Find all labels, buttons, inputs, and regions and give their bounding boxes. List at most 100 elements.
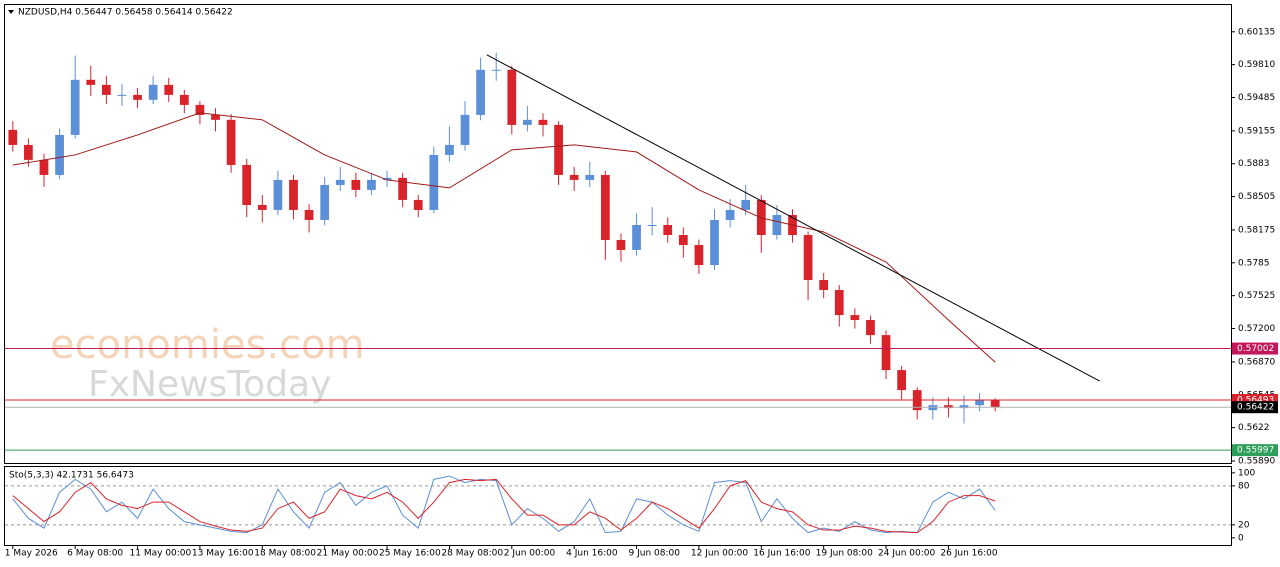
x-tick-label: 16 Jun 16:00 bbox=[753, 549, 810, 559]
indicator-line bbox=[12, 478, 996, 534]
y-tick-label: 0.59155 bbox=[1238, 126, 1275, 136]
y-tick-label: 0.57200 bbox=[1238, 324, 1275, 334]
y-tick-label: 0.5883 bbox=[1238, 159, 1270, 169]
candle-body bbox=[616, 239, 626, 250]
candle-body bbox=[834, 290, 844, 316]
x-tick-label: 18 May 08:00 bbox=[254, 549, 316, 559]
candle-body bbox=[569, 174, 579, 180]
trendline bbox=[486, 54, 1100, 382]
candle-body bbox=[257, 204, 267, 210]
candle-body bbox=[944, 405, 953, 409]
candle-body bbox=[55, 134, 64, 175]
candle-body bbox=[24, 144, 33, 160]
x-tick-label: 25 May 16:00 bbox=[379, 549, 441, 559]
candle-body bbox=[351, 179, 361, 190]
collapse-icon[interactable] bbox=[8, 10, 14, 14]
candle-body bbox=[289, 179, 298, 210]
candle-body bbox=[133, 94, 142, 100]
y-tick-label: 0.60135 bbox=[1238, 27, 1275, 37]
y-tick-label: 100 bbox=[1238, 468, 1255, 478]
candle-body bbox=[382, 177, 392, 180]
candle-body bbox=[242, 164, 252, 205]
candle-body bbox=[600, 174, 610, 240]
candle-body bbox=[211, 114, 220, 120]
candle-body bbox=[881, 335, 891, 371]
x-tick-label: 4 Jun 16:00 bbox=[566, 549, 618, 559]
price-level-box bbox=[1232, 342, 1278, 355]
candle-body bbox=[538, 119, 548, 125]
price-level-label: 0.57002 bbox=[1237, 344, 1274, 354]
y-tick-label: 20 bbox=[1238, 520, 1250, 530]
candle-body bbox=[663, 225, 673, 236]
price-panel bbox=[4, 4, 1232, 464]
candle-body bbox=[179, 94, 189, 105]
candle-body bbox=[148, 84, 158, 100]
candle-body bbox=[460, 114, 470, 145]
candle-body bbox=[476, 69, 485, 115]
candle-body bbox=[959, 405, 969, 409]
candle-body bbox=[694, 245, 704, 266]
candle-body bbox=[803, 235, 813, 281]
y-tick-label: 0.59485 bbox=[1238, 93, 1275, 103]
candle-body bbox=[897, 370, 907, 391]
candle-body bbox=[772, 214, 782, 236]
x-tick-label: 28 May 08:00 bbox=[441, 549, 503, 559]
y-tick-label: 0.5622 bbox=[1238, 423, 1270, 433]
x-tick-label: 12 Jun 00:00 bbox=[691, 549, 748, 559]
x-tick-label: 9 Jun 08:00 bbox=[629, 549, 681, 559]
candle-body bbox=[523, 119, 532, 125]
candle-body bbox=[335, 179, 345, 185]
price-level-box bbox=[1232, 401, 1278, 414]
x-tick-label: 26 Jun 16:00 bbox=[940, 549, 997, 559]
x-tick-label: 24 Jun 00:00 bbox=[878, 549, 935, 559]
candle-body bbox=[678, 235, 688, 246]
x-tick-label: 19 Jun 08:00 bbox=[816, 549, 873, 559]
y-tick-label: 0.58175 bbox=[1238, 225, 1275, 235]
candle-body bbox=[554, 124, 563, 175]
candle-body bbox=[819, 280, 829, 291]
candle-body bbox=[39, 159, 49, 175]
candle-body bbox=[398, 177, 408, 200]
x-tick-label: 6 May 08:00 bbox=[67, 549, 123, 559]
candle-body bbox=[725, 209, 735, 220]
y-tick-label: 0.56870 bbox=[1238, 357, 1275, 367]
y-tick-label: 0 bbox=[1238, 533, 1244, 543]
price-level-label: 0.56422 bbox=[1237, 403, 1274, 413]
candle-body bbox=[117, 94, 127, 96]
y-tick-label: 0.59810 bbox=[1238, 60, 1275, 70]
candle-body bbox=[975, 400, 984, 406]
price-level-box bbox=[1232, 444, 1278, 457]
candle-body bbox=[647, 225, 657, 227]
watermark: economies.com bbox=[50, 322, 365, 368]
candle-body bbox=[195, 104, 205, 115]
candle-body bbox=[367, 179, 376, 190]
candle-body bbox=[320, 184, 330, 220]
candle-body bbox=[507, 69, 517, 125]
candle-body bbox=[70, 79, 80, 135]
candle-body bbox=[866, 320, 875, 336]
candle-body bbox=[226, 119, 236, 165]
indicator-panel bbox=[4, 466, 1232, 546]
chart-header: NZDUSD,H4 0.56447 0.56458 0.56414 0.5642… bbox=[18, 8, 233, 18]
x-tick-label: 21 May 00:00 bbox=[317, 549, 379, 559]
x-tick-label: 1 May 2026 bbox=[5, 549, 58, 559]
candle-body bbox=[413, 199, 423, 210]
y-tick-label: 0.57525 bbox=[1238, 291, 1275, 301]
indicator-header: Sto(5,3,3) 42.1731 56.6473 bbox=[9, 471, 134, 481]
x-tick-label: 2 Jun 00:00 bbox=[504, 549, 556, 559]
price-level-label: 0.55997 bbox=[1237, 446, 1274, 456]
candle-body bbox=[304, 209, 314, 220]
candle-body bbox=[632, 225, 641, 250]
candle-body bbox=[445, 144, 454, 155]
candle-body bbox=[273, 179, 283, 210]
price-level-label: 0.56493 bbox=[1237, 396, 1274, 406]
candle-body bbox=[491, 69, 501, 71]
moving-average bbox=[12, 112, 996, 363]
candle-body bbox=[741, 199, 751, 210]
y-tick-label: 0.58505 bbox=[1238, 192, 1275, 202]
candle-body bbox=[101, 84, 111, 95]
candle-body bbox=[710, 219, 719, 266]
candle-body bbox=[8, 129, 18, 145]
candle-body bbox=[86, 79, 96, 85]
